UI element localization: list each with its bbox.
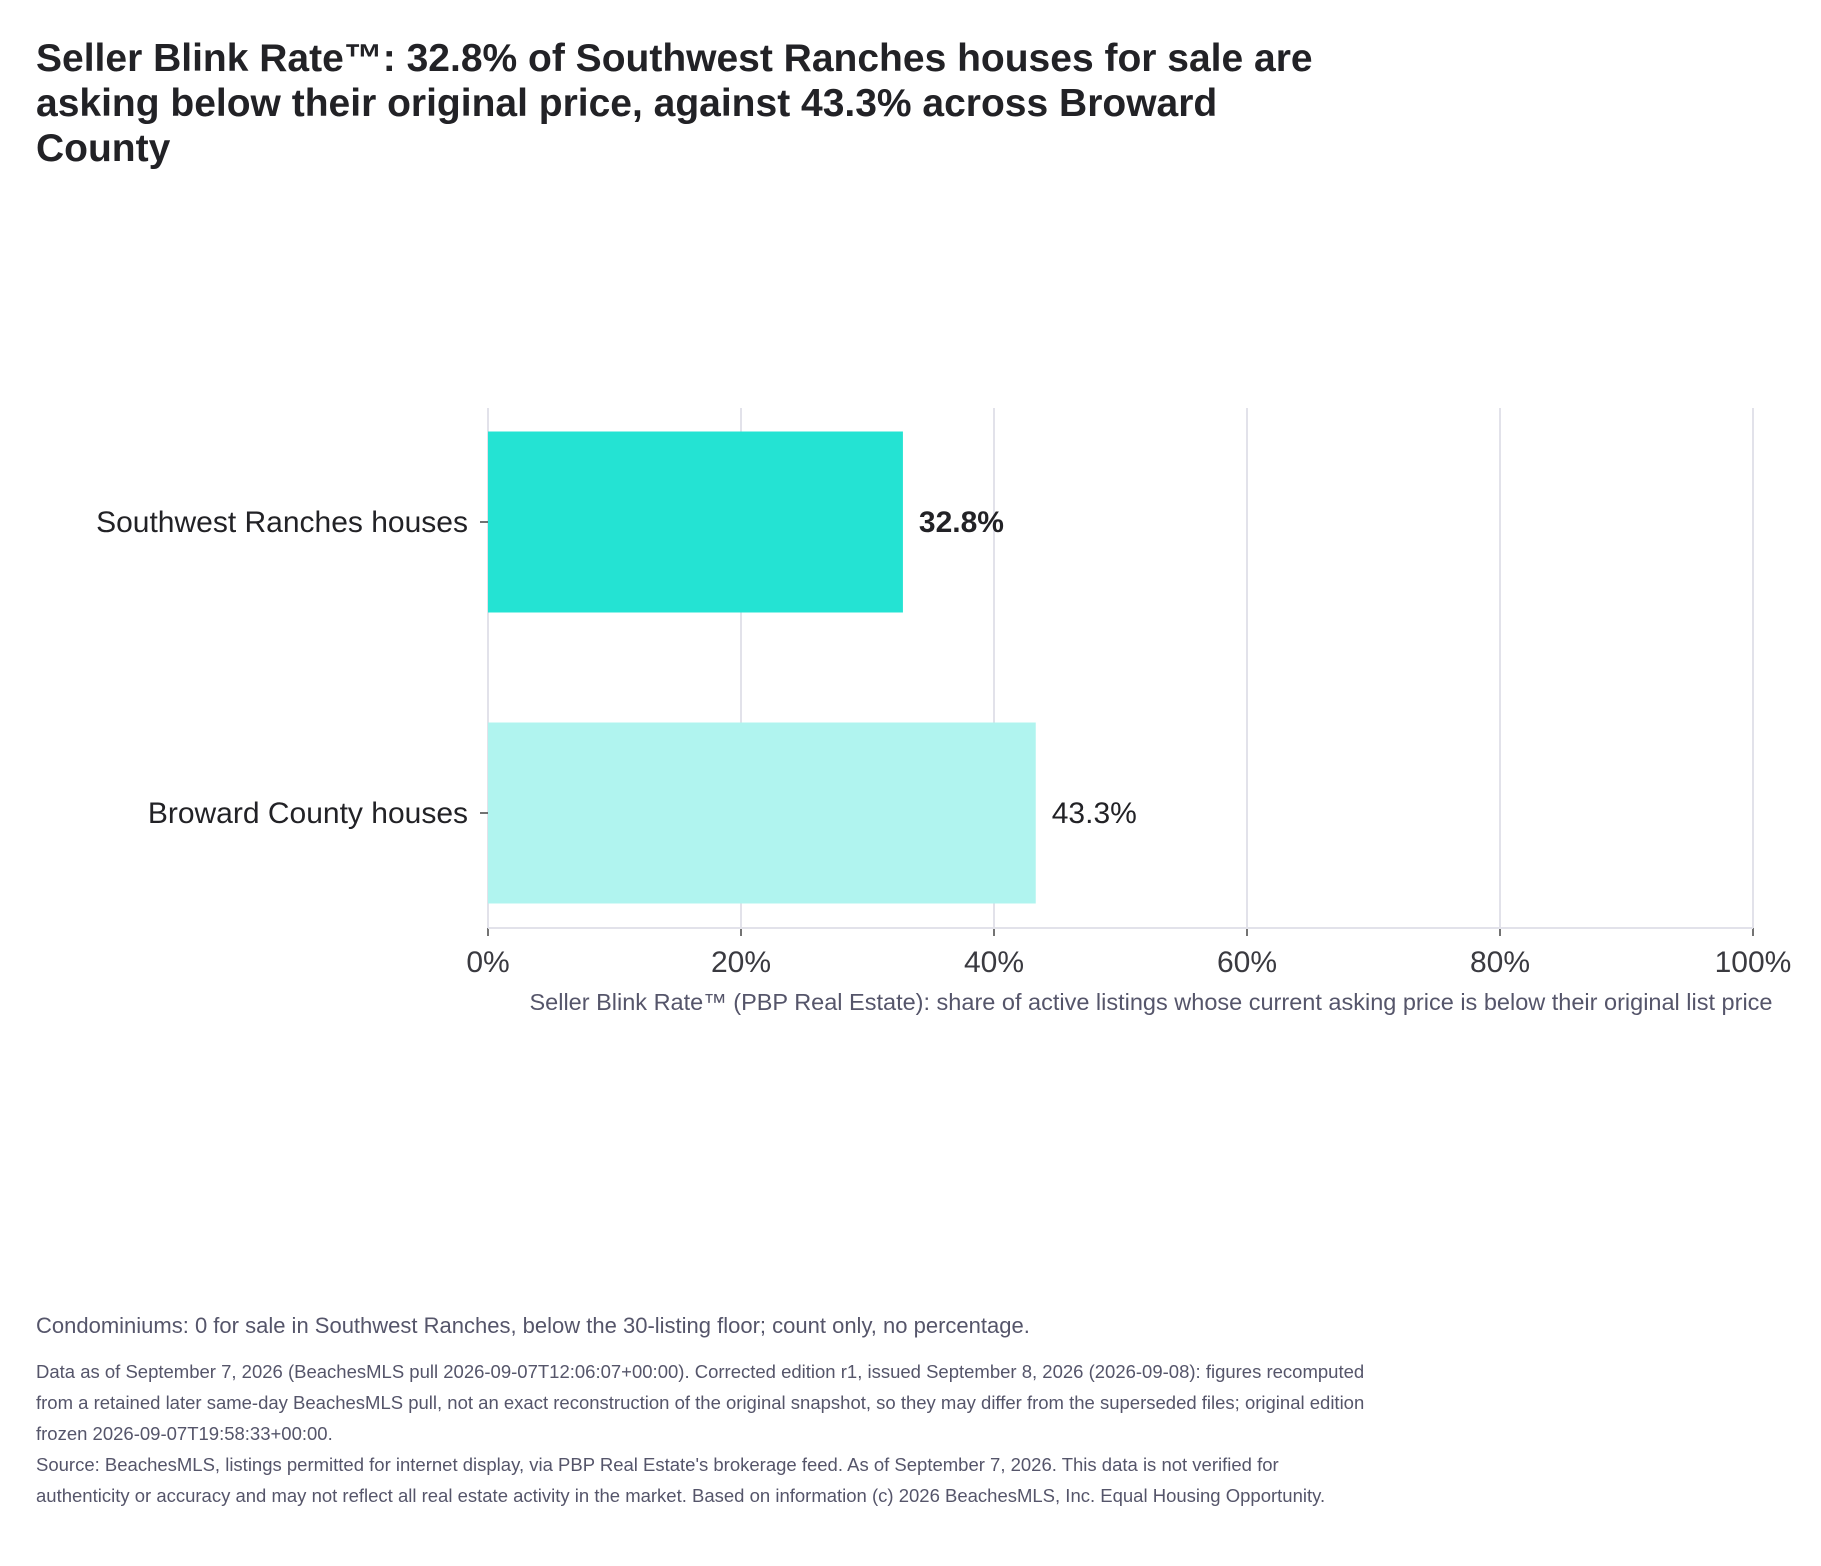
category-label: Broward County houses	[148, 797, 468, 830]
footer: Data as of September 7, 2026 (BeachesMLS…	[36, 1356, 1376, 1511]
x-tick-label: 0%	[466, 946, 509, 979]
x-tick-label: 100%	[1715, 946, 1792, 979]
source-note: Source: BeachesMLS, listings permitted f…	[36, 1454, 1326, 1506]
category-label: Southwest Ranches houses	[96, 506, 468, 539]
bars: 32.8% 43.3%	[488, 431, 1137, 904]
chart-title: Seller Blink Rate™: 32.8% of Southwest R…	[36, 37, 1313, 170]
x-axis-title: Seller Blink Rate™ (PBP Real Estate): sh…	[530, 989, 1773, 1015]
bar	[488, 722, 1036, 904]
data-as-of-note: Data as of September 7, 2026 (BeachesMLS…	[36, 1361, 1365, 1444]
bar-chart: 32.8% 43.3% 0% 20% 40% 60% 80% 100% Southwest R…	[96, 408, 1791, 1015]
x-tick-label: 80%	[1470, 946, 1530, 979]
data-label: 32.8%	[919, 506, 1004, 539]
condo-note: Condominiums: 0 for sale in Southwest Ra…	[36, 1313, 1030, 1338]
x-tick-label: 40%	[964, 946, 1024, 979]
x-tick-label: 60%	[1217, 946, 1277, 979]
axes: 0% 20% 40% 60% 80% 100% Southwest Ranches hous…	[96, 506, 1791, 979]
data-label: 43.3%	[1052, 797, 1137, 830]
bar	[488, 431, 903, 613]
x-tick-label: 20%	[711, 946, 771, 979]
